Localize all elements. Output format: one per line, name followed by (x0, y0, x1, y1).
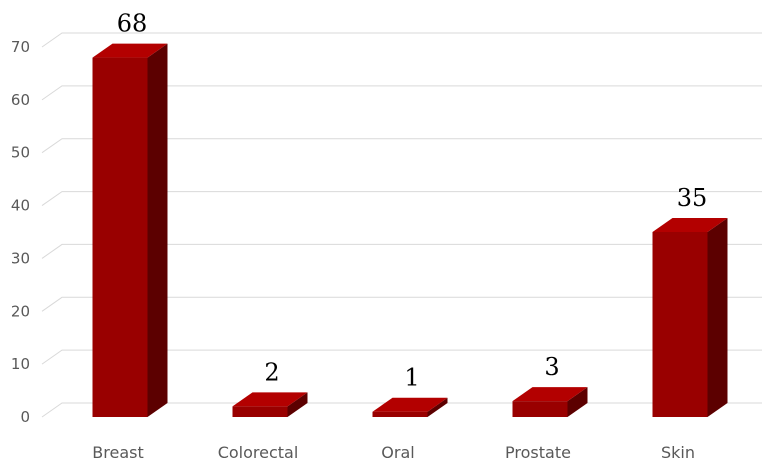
y-tick-label: 60 (11, 91, 30, 109)
gridline (41, 296, 762, 312)
gridline (41, 349, 762, 365)
data-label: 2 (264, 358, 279, 386)
gridlines (41, 32, 762, 418)
bar-top (372, 397, 448, 412)
y-axis-ticks: 0 10 20 30 40 50 60 70 (11, 38, 30, 426)
bar-side (287, 392, 308, 417)
x-tick-label: Breast (92, 443, 143, 462)
bars (92, 43, 728, 417)
x-tick-label: Oral (381, 443, 414, 462)
bar (232, 392, 308, 417)
bar (92, 43, 168, 417)
bar-side (147, 43, 168, 417)
bar-front (92, 57, 148, 417)
data-labels: 68 2 1 3 35 (117, 10, 708, 392)
bar-front (232, 406, 288, 417)
y-tick-label: 10 (11, 355, 30, 373)
data-label: 35 (677, 184, 708, 212)
gridline (41, 138, 762, 154)
bar-front (652, 232, 708, 417)
x-tick-label: Prostate (505, 443, 571, 462)
bar-top (92, 43, 168, 58)
bar-side (567, 387, 588, 417)
y-tick-label: 50 (11, 144, 30, 162)
bar-front (512, 401, 568, 417)
bar (512, 387, 588, 417)
bar-front (372, 411, 428, 417)
data-label: 1 (404, 364, 419, 392)
gridline (41, 191, 762, 206)
bar-side (707, 218, 728, 417)
bar-top (232, 392, 308, 407)
bar (652, 218, 728, 417)
gridline (41, 85, 762, 101)
gridline (41, 32, 762, 48)
bar-side (427, 397, 448, 417)
bar (372, 397, 448, 417)
x-axis-labels: Breast Colorectal Oral Prostate Skin (92, 443, 695, 462)
data-label: 68 (117, 10, 148, 38)
x-tick-label: Colorectal (218, 443, 299, 462)
y-tick-label: 20 (11, 302, 30, 320)
y-tick-label: 40 (11, 197, 30, 215)
data-label: 3 (544, 353, 559, 381)
gridline (41, 243, 762, 259)
bar-top (512, 387, 588, 402)
bar-top (652, 218, 728, 232)
y-tick-label: 70 (11, 38, 30, 56)
x-tick-label: Skin (661, 443, 695, 462)
y-tick-label: 30 (11, 249, 30, 267)
y-tick-label: 0 (20, 408, 30, 426)
